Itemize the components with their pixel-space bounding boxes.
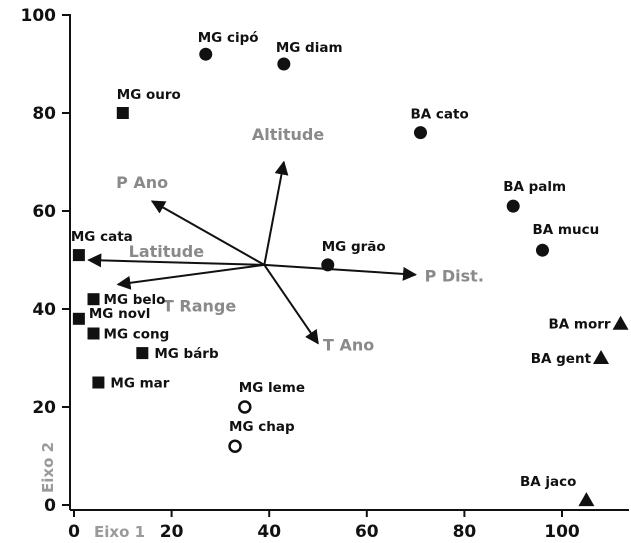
y-tick-label: 100 (21, 6, 57, 26)
x-tick-label: 40 (257, 522, 281, 542)
point-label-mg-leme: MG leme (239, 380, 305, 396)
point-ba-morr (612, 315, 629, 330)
point-mg-chap (228, 439, 242, 453)
point-mg-ouro (116, 107, 129, 119)
point-label-mg-mar: MG mar (110, 376, 169, 392)
x-tick-label: 0 (68, 522, 80, 542)
y-tick-label: 0 (44, 496, 56, 516)
point-mg-belo (87, 293, 100, 306)
vector-arrow-t-ano (263, 264, 319, 345)
point-mg-mar (92, 376, 105, 389)
point-mg-leme (238, 400, 252, 414)
vector-label-t-range: T Range (163, 297, 236, 316)
vector-label-latitude: Latitude (129, 242, 205, 261)
x-tick-label: 60 (355, 522, 379, 542)
point-ba-gent (593, 350, 610, 364)
point-label-mg-ouro: MG ouro (117, 87, 181, 103)
point-ba-jaco (578, 492, 595, 507)
y-tick-label: 40 (32, 300, 56, 320)
point-label-mg-cata: MG cata (71, 229, 133, 245)
x-tick-label: 80 (453, 522, 477, 542)
y-axis-title: Eixo 2 (39, 442, 57, 493)
y-tick-label: 20 (32, 398, 56, 418)
point-label-ba-gent: BA gent (531, 351, 592, 367)
point-mg-cata (72, 249, 85, 262)
point-mg-barb (136, 347, 149, 360)
point-mg-cipo (199, 47, 213, 61)
point-label-mg-diam: MG diam (276, 40, 343, 56)
vector-label-t-ano: T Ano (323, 335, 374, 354)
point-label-mg-chap: MG chap (229, 419, 295, 435)
point-label-ba-palm: BA palm (503, 179, 566, 195)
vector-label-p-dist: P Dist. (425, 267, 484, 286)
point-ba-palm (506, 199, 520, 213)
point-label-ba-cato: BA cato (410, 107, 468, 123)
point-mg-novl (72, 312, 85, 325)
vector-arrow-p-dist (264, 263, 417, 281)
point-label-mg-barb: MG bárb (154, 346, 219, 362)
vector-arrow-p-ano (150, 200, 265, 266)
y-tick-label: 80 (32, 104, 56, 124)
vector-arrow-t-range (116, 263, 265, 290)
point-label-ba-morr: BA morr (548, 317, 610, 333)
y-tick-label: 60 (32, 202, 56, 222)
vector-label-p-ano: P Ano (116, 173, 168, 192)
point-mg-grao (321, 258, 335, 272)
point-label-mg-cipo: MG cipó (198, 30, 259, 46)
point-label-mg-cong: MG cong (104, 327, 170, 343)
point-mg-cong (87, 327, 100, 340)
x-tick-label: 20 (160, 522, 184, 542)
point-label-mg-belo: MG belo (104, 292, 166, 308)
x-tick-label: 100 (544, 522, 580, 542)
x-axis-title: Eixo 1 (94, 523, 145, 541)
point-label-mg-grao: MG grão (322, 239, 386, 255)
point-ba-cato (413, 126, 427, 140)
point-label-ba-mucu: BA mucu (532, 222, 599, 238)
point-mg-diam (277, 57, 291, 71)
point-label-ba-jaco: BA jaco (520, 474, 576, 490)
vector-arrow-latitude (87, 253, 265, 268)
vector-arrow-altitude (263, 160, 289, 266)
point-ba-mucu (535, 243, 549, 257)
vector-label-altitude: Altitude (252, 125, 324, 144)
point-label-mg-novl: MG novl (89, 306, 151, 322)
